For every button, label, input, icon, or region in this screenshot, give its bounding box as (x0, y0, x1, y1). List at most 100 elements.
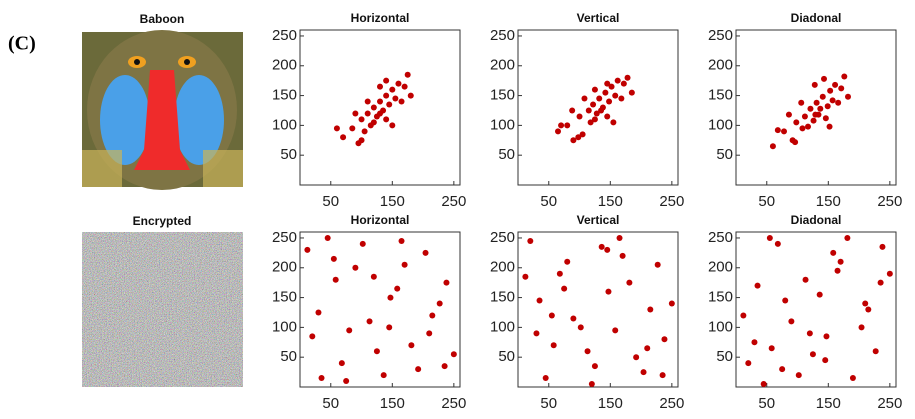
scatter-point (593, 110, 600, 117)
scatter-point (614, 77, 621, 84)
y-tick-label: 100 (490, 318, 515, 335)
scatter-point (349, 125, 356, 132)
scatter-point (768, 345, 775, 352)
scatter-point (838, 85, 845, 92)
y-tick-label: 250 (708, 229, 733, 246)
scatter-point (647, 306, 654, 313)
scatter-point (829, 97, 836, 104)
scatter-point (826, 123, 833, 130)
scatter-point (352, 110, 359, 117)
y-tick-label: 250 (272, 229, 297, 246)
scatter-point (556, 270, 563, 277)
scatter-point (877, 279, 884, 286)
scatter-point (822, 115, 829, 122)
scatter-point (584, 348, 591, 355)
scatter-point (340, 134, 347, 141)
scatter-point (570, 315, 577, 322)
scatter-point (811, 81, 818, 88)
y-tick-label: 150 (708, 289, 733, 306)
scatter-point (845, 93, 851, 100)
scatter-point (401, 261, 408, 268)
scatter-point (386, 324, 393, 331)
x-tick-label: 150 (380, 193, 405, 210)
x-tick-label: 250 (659, 193, 684, 210)
scatter-point (865, 306, 872, 313)
plot-area (517, 29, 679, 186)
scatter-point (626, 279, 633, 286)
scatter-point (588, 381, 595, 388)
y-tick-label: 100 (708, 116, 733, 133)
scatter-point (304, 246, 311, 253)
scatter-point (569, 107, 576, 114)
scatter-point (577, 324, 584, 331)
scatter-point (338, 360, 345, 367)
scatter-point (591, 86, 598, 93)
scatter-point (570, 137, 577, 144)
scatter-point (745, 360, 752, 367)
y-tick-label: 250 (708, 27, 733, 44)
scatter-point (318, 375, 325, 382)
scatter-point (564, 258, 571, 265)
scatter-point (591, 363, 598, 370)
scatter-point (823, 333, 830, 340)
baboon-image (82, 30, 243, 190)
y-tick-label: 150 (490, 289, 515, 306)
scatter-point (654, 261, 661, 268)
scatter-point (386, 101, 393, 108)
scatter-point (575, 134, 582, 141)
scatter-point (620, 80, 627, 87)
scatter-point (806, 330, 813, 337)
scatter-point (788, 318, 795, 325)
y-tick-label: 150 (708, 87, 733, 104)
image-title: Baboon (140, 12, 185, 26)
y-tick-label: 200 (272, 259, 297, 276)
scatter-point (373, 348, 380, 355)
y-tick-label: 150 (272, 289, 297, 306)
scatter-point (309, 333, 316, 340)
scatter-point (793, 119, 800, 126)
scatter-point (798, 99, 805, 106)
scatter-point (533, 330, 540, 337)
scatter-point (352, 264, 359, 271)
scatter-point (858, 324, 865, 331)
scatter-point (760, 381, 767, 388)
scatter-point (581, 95, 588, 102)
scatter-point (605, 288, 612, 295)
scatter-point (612, 92, 619, 99)
scatter-point (813, 99, 820, 106)
scatter-point (604, 246, 611, 253)
y-tick-label: 250 (272, 27, 297, 44)
scatter-point (387, 294, 394, 301)
scatter-point (661, 336, 668, 343)
chart-title: Horizontal (351, 11, 410, 25)
scatter-point (799, 125, 806, 132)
scatter-point (436, 300, 443, 307)
scatter-point (810, 117, 817, 124)
x-tick-label: 50 (758, 395, 775, 412)
scatter-point (792, 139, 799, 146)
x-tick-label: 250 (877, 193, 902, 210)
scatter-point (359, 240, 366, 247)
scatter-point (608, 83, 615, 90)
scatter-point (441, 363, 448, 370)
scatter-point (358, 116, 365, 123)
scatter-point (450, 351, 457, 358)
y-tick-label: 200 (490, 259, 515, 276)
scatter-point (558, 122, 565, 129)
scatter-point (370, 119, 377, 126)
y-tick-label: 150 (272, 87, 297, 104)
scatter-point (815, 111, 822, 118)
scatter-point (587, 119, 594, 126)
scatter-point (415, 366, 422, 373)
scatter-point (383, 92, 390, 99)
x-tick-label: 150 (598, 193, 623, 210)
scatter-point (370, 104, 377, 111)
scatter-point (599, 104, 606, 111)
scatter-point (824, 103, 831, 110)
scatter-point (785, 111, 792, 118)
chart-title: Vertical (577, 213, 620, 227)
scatter-point (619, 252, 626, 259)
scatter-point (862, 300, 869, 307)
x-tick-label: 50 (758, 193, 775, 210)
scatter-point (832, 81, 839, 88)
